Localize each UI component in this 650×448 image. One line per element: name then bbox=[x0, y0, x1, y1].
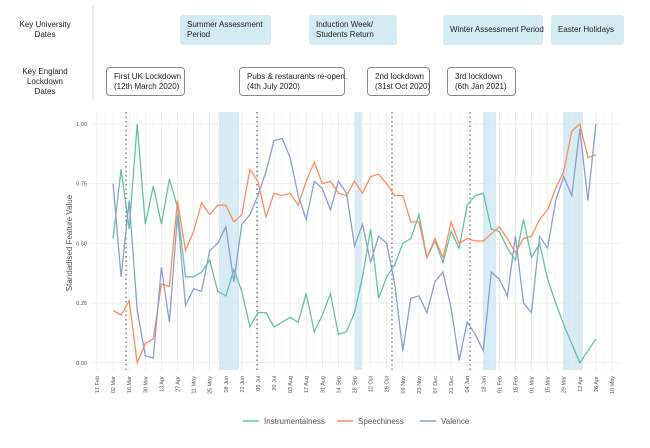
lockdown-date: 2nd lockdown (31st Oct 2020) bbox=[367, 67, 430, 96]
text-line: Winter Assessment Period bbox=[450, 25, 544, 34]
text-line: (6th Jan 2021) bbox=[455, 82, 507, 91]
series-line bbox=[112, 123, 597, 361]
x-tick-label: 15 Feb bbox=[513, 376, 519, 393]
x-tick-label: 07 Dec bbox=[433, 376, 439, 394]
x-tick-label: 25 May bbox=[208, 376, 214, 394]
text-line: Students Return bbox=[316, 30, 374, 39]
text-line: Key University bbox=[19, 20, 71, 29]
lockdown-date: First UK Lockdown (12th March 2020) bbox=[106, 67, 185, 96]
text-line: (31st Oct 2020) bbox=[375, 82, 431, 91]
x-tick-label: 31 Aug bbox=[320, 376, 326, 393]
university-date: Easter Holidays bbox=[551, 15, 624, 45]
row-label: Key England Lockdown Dates bbox=[5, 67, 85, 97]
row-label: Key University Dates bbox=[5, 20, 85, 40]
x-tick-label: 22 Jun bbox=[240, 376, 246, 393]
text-line: First UK Lockdown bbox=[114, 72, 182, 81]
series-line bbox=[112, 122, 597, 366]
x-tick-label: 27 Apr bbox=[175, 376, 181, 392]
lockdown-date: 3rd lockdown (6th Jan 2021) bbox=[447, 67, 516, 96]
lockdown-date: Pubs & restaurants re-open. (4th July 202… bbox=[239, 67, 348, 96]
x-tick-label: 17 Aug bbox=[304, 376, 310, 393]
text-line: Dates bbox=[34, 87, 56, 96]
text-line: Easter Holidays bbox=[558, 25, 615, 34]
x-tick-label: 13 Apr bbox=[159, 376, 165, 392]
legend-label: Speechiness bbox=[358, 417, 404, 426]
x-tick-label: 15 Mar bbox=[546, 376, 552, 393]
x-tick-label: 20 Jul bbox=[272, 376, 278, 391]
x-tick-label: 01 Mar bbox=[530, 376, 536, 393]
x-tick-label: 16 Mar bbox=[127, 376, 133, 393]
legend-label: Valence bbox=[441, 417, 470, 426]
period-band bbox=[563, 112, 583, 370]
x-tick-label: 17 Feb bbox=[95, 376, 101, 393]
x-tick-label: 14 Sep bbox=[336, 376, 342, 393]
x-tick-label: 26 Oct bbox=[385, 376, 391, 393]
text-line: (12th March 2020) bbox=[114, 82, 180, 91]
university-date: Summer Assessment Period bbox=[180, 15, 271, 45]
x-tick-label: 21 Dec bbox=[449, 376, 455, 394]
x-tick-label: 12 Oct bbox=[369, 376, 375, 393]
x-tick-label: 06 Jul bbox=[256, 376, 262, 391]
text-line: Dates bbox=[34, 30, 56, 39]
text-line: Key England bbox=[22, 67, 68, 76]
x-tick-label: 03 Aug bbox=[288, 376, 294, 393]
y-tick-label: 0.00 bbox=[76, 361, 87, 367]
y-tick-label: 0.75 bbox=[76, 182, 87, 188]
text-line: Pubs & restaurants re-open. bbox=[247, 72, 348, 81]
text-line: Summer Assessment bbox=[187, 20, 263, 29]
x-tick-label: 11 May bbox=[192, 376, 198, 394]
x-tick-label: 12 Apr bbox=[578, 376, 584, 392]
x-tick-label: 01 Feb bbox=[497, 376, 503, 393]
x-tick-label: 10 May bbox=[610, 376, 616, 394]
university-date: Winter Assessment Period bbox=[443, 15, 544, 45]
y-axis-label: Standadised Feature Value bbox=[65, 194, 74, 291]
x-tick-label: 23 Nov bbox=[417, 376, 423, 394]
x-tick-label: 02 Mar bbox=[111, 376, 117, 393]
x-tick-label: 30 Mar bbox=[143, 376, 149, 393]
y-tick-label: 1.00 bbox=[76, 122, 87, 128]
legend-label: Instrumentalness bbox=[264, 417, 325, 426]
period-band bbox=[219, 112, 239, 370]
period-band bbox=[483, 112, 496, 370]
y-tick-label: 0.50 bbox=[76, 241, 87, 247]
text-line: 2nd lockdown bbox=[375, 72, 424, 81]
period-band bbox=[355, 112, 362, 370]
x-tick-label: 09 Nov bbox=[401, 376, 407, 394]
x-tick-label: 29 Mar bbox=[562, 376, 568, 393]
series-line bbox=[112, 123, 597, 365]
text-line: Lockdown bbox=[26, 77, 64, 86]
text-line: Period bbox=[187, 30, 211, 39]
x-tick-label: 08 Jun bbox=[224, 376, 230, 393]
x-tick-label: 26 Apr bbox=[594, 376, 600, 392]
x-tick-label: 18 Jan bbox=[481, 376, 487, 393]
x-tick-label: 04 Jan bbox=[465, 376, 471, 393]
x-tick-label: 28 Sep bbox=[353, 376, 359, 393]
text-line: Induction Week/ bbox=[316, 20, 374, 29]
university-date: Induction Week/Students Return bbox=[309, 15, 397, 45]
y-tick-label: 0.25 bbox=[76, 301, 87, 307]
text-line: (4th July 2020) bbox=[247, 82, 300, 91]
text-line: 3rd lockdown bbox=[455, 72, 503, 81]
